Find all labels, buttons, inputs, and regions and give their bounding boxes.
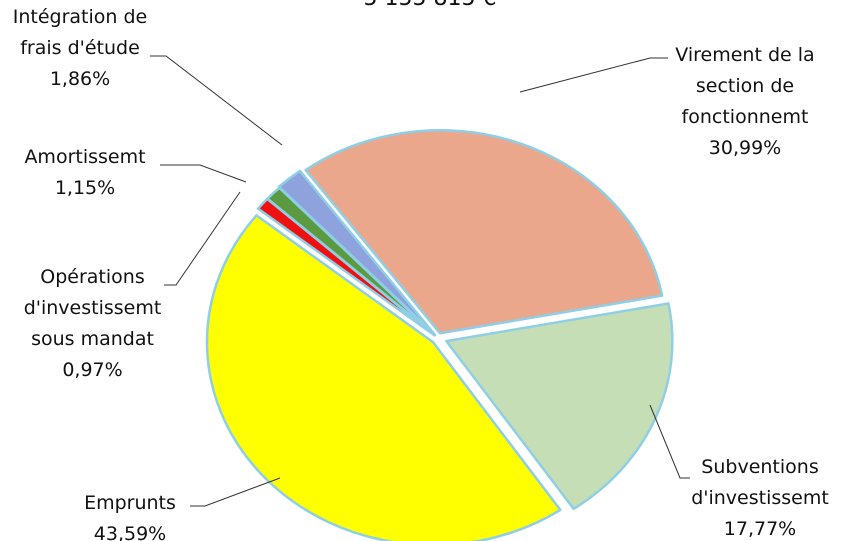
leader-line [649, 404, 690, 479]
leader-line [150, 55, 283, 146]
slice-value-label: 1,15% [54, 177, 116, 199]
chart-title: 5 155 815 € [230, 0, 630, 11]
slice-label: Amortissemt [24, 146, 146, 168]
leader-line [519, 57, 668, 93]
slice-value-label: 43,59% [93, 523, 167, 541]
pie-slice [277, 169, 436, 336]
slice-label: Intégration de frais d'étude [12, 6, 148, 59]
leader-line [164, 191, 241, 286]
slice-value-label: 17,77% [723, 518, 797, 540]
leader-line [160, 164, 247, 183]
slice-label: Virement de la section de fonctionnemt [675, 44, 815, 128]
pie-slice [445, 302, 674, 511]
slice-value-label: 1,86% [49, 68, 111, 90]
slice-label: Emprunts [84, 492, 176, 514]
slice-label: Subventions d'investissemt [691, 456, 829, 509]
slice-label: Opérations d'investissemt sous mandat [23, 266, 162, 350]
slice-value-label: 30,99% [708, 137, 782, 159]
pie-slice [304, 129, 664, 335]
slice-value-label: 0,97% [62, 359, 123, 381]
leader-line [190, 477, 281, 507]
pie-slice [205, 214, 562, 541]
